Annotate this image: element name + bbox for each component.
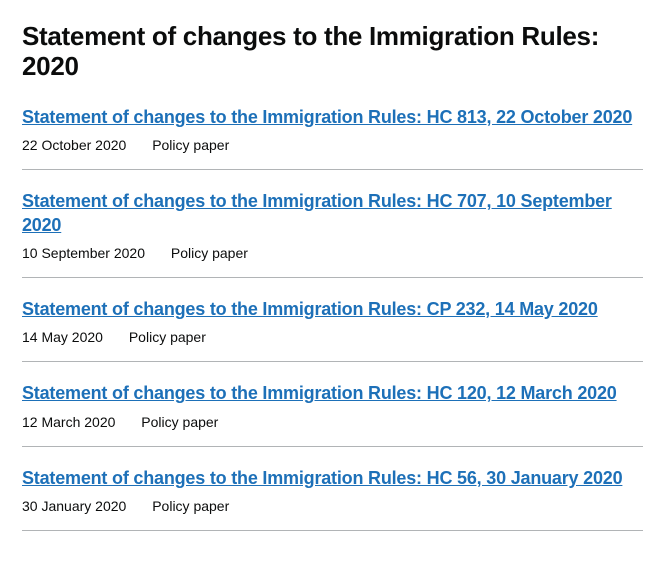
document-type: Policy paper xyxy=(141,414,218,430)
document-link[interactable]: Statement of changes to the Immigration … xyxy=(22,299,598,319)
document-type: Policy paper xyxy=(129,329,206,345)
list-item: Statement of changes to the Immigration … xyxy=(22,382,643,446)
document-meta: 22 October 2020 Policy paper xyxy=(22,137,643,153)
list-item: Statement of changes to the Immigration … xyxy=(22,106,643,170)
document-date: 30 January 2020 xyxy=(22,498,126,514)
document-link[interactable]: Statement of changes to the Immigration … xyxy=(22,107,632,127)
document-date: 14 May 2020 xyxy=(22,329,103,345)
document-list: Statement of changes to the Immigration … xyxy=(22,106,643,531)
document-meta: 10 September 2020 Policy paper xyxy=(22,245,643,261)
document-link[interactable]: Statement of changes to the Immigration … xyxy=(22,468,622,488)
document-link[interactable]: Statement of changes to the Immigration … xyxy=(22,191,612,234)
document-date: 10 September 2020 xyxy=(22,245,145,261)
list-item: Statement of changes to the Immigration … xyxy=(22,190,643,278)
document-type: Policy paper xyxy=(152,137,229,153)
list-item: Statement of changes to the Immigration … xyxy=(22,467,643,531)
document-date: 12 March 2020 xyxy=(22,414,115,430)
document-meta: 12 March 2020 Policy paper xyxy=(22,414,643,430)
page-title: Statement of changes to the Immigration … xyxy=(22,22,643,82)
list-item: Statement of changes to the Immigration … xyxy=(22,298,643,362)
document-type: Policy paper xyxy=(171,245,248,261)
document-link[interactable]: Statement of changes to the Immigration … xyxy=(22,383,617,403)
document-type: Policy paper xyxy=(152,498,229,514)
document-meta: 14 May 2020 Policy paper xyxy=(22,329,643,345)
document-meta: 30 January 2020 Policy paper xyxy=(22,498,643,514)
document-date: 22 October 2020 xyxy=(22,137,126,153)
